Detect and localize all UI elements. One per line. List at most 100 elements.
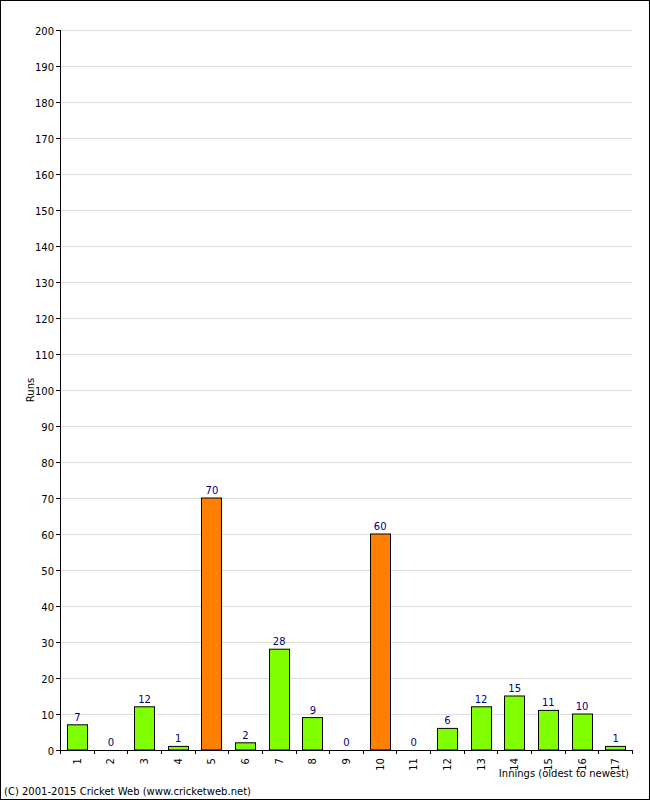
y-tick bbox=[56, 426, 60, 427]
grid-line bbox=[60, 174, 632, 175]
y-tick-label: 150 bbox=[35, 206, 54, 217]
data-label: 1 bbox=[612, 733, 618, 744]
x-tick bbox=[632, 750, 633, 754]
x-tick bbox=[430, 750, 431, 754]
y-tick bbox=[56, 246, 60, 247]
y-tick bbox=[56, 318, 60, 319]
x-tick-label: 1 bbox=[72, 758, 83, 764]
grid-line bbox=[60, 390, 632, 391]
y-tick-label: 140 bbox=[35, 242, 54, 253]
x-tick bbox=[228, 750, 229, 754]
bar bbox=[573, 714, 593, 750]
y-tick-label: 80 bbox=[41, 458, 54, 469]
y-tick-label: 50 bbox=[41, 566, 54, 577]
bar bbox=[169, 746, 189, 750]
bar bbox=[539, 710, 559, 750]
bar bbox=[505, 696, 525, 750]
bar bbox=[438, 728, 458, 750]
x-tick-label: 9 bbox=[341, 758, 352, 764]
bar bbox=[68, 725, 88, 750]
x-tick bbox=[598, 750, 599, 754]
grid-line bbox=[60, 606, 632, 607]
y-tick bbox=[56, 534, 60, 535]
x-tick-label: 3 bbox=[139, 758, 150, 764]
bar bbox=[236, 743, 256, 750]
y-axis bbox=[60, 30, 61, 750]
grid-line bbox=[60, 246, 632, 247]
x-tick bbox=[94, 750, 95, 754]
x-tick-label: 4 bbox=[173, 758, 184, 764]
bar bbox=[606, 746, 626, 750]
grid-line bbox=[60, 750, 632, 751]
bar bbox=[202, 498, 222, 750]
x-tick-label: 13 bbox=[476, 758, 487, 771]
data-label: 1 bbox=[175, 733, 181, 744]
y-tick bbox=[56, 210, 60, 211]
grid-line bbox=[60, 318, 632, 319]
bar bbox=[135, 707, 155, 750]
y-tick-label: 70 bbox=[41, 494, 54, 505]
grid-line bbox=[60, 570, 632, 571]
x-tick bbox=[363, 750, 364, 754]
data-label: 0 bbox=[343, 737, 349, 748]
x-tick bbox=[396, 750, 397, 754]
bar bbox=[472, 707, 492, 750]
x-tick-label: 5 bbox=[206, 758, 217, 764]
copyright: (C) 2001-2015 Cricket Web (www.cricketwe… bbox=[4, 786, 251, 797]
data-label: 28 bbox=[273, 636, 286, 647]
data-label: 12 bbox=[475, 694, 488, 705]
x-tick bbox=[127, 750, 128, 754]
data-label: 60 bbox=[374, 521, 387, 532]
y-tick-label: 40 bbox=[41, 602, 54, 613]
x-tick-label: 6 bbox=[240, 758, 251, 764]
grid-line bbox=[60, 102, 632, 103]
bar bbox=[270, 649, 290, 750]
bars bbox=[68, 498, 626, 750]
y-tick-label: 60 bbox=[41, 530, 54, 541]
y-tick bbox=[56, 102, 60, 103]
y-tick-label: 100 bbox=[35, 386, 54, 397]
data-label: 15 bbox=[508, 683, 521, 694]
y-tick bbox=[56, 30, 60, 31]
grid-line bbox=[60, 354, 632, 355]
y-tick-label: 120 bbox=[35, 314, 54, 325]
y-tick bbox=[56, 750, 60, 751]
y-tick bbox=[56, 714, 60, 715]
y-tick-label: 200 bbox=[35, 26, 54, 37]
x-tick-label: 10 bbox=[375, 758, 386, 771]
grid-line bbox=[60, 282, 632, 283]
bar bbox=[371, 534, 391, 750]
x-tick-label: 7 bbox=[274, 758, 285, 764]
grid-line bbox=[60, 30, 632, 31]
y-tick bbox=[56, 462, 60, 463]
x-tick bbox=[464, 750, 465, 754]
grid-line bbox=[60, 462, 632, 463]
y-tick bbox=[56, 174, 60, 175]
x-tick bbox=[161, 750, 162, 754]
bar bbox=[303, 718, 323, 750]
y-tick-label: 160 bbox=[35, 170, 54, 181]
grid-line bbox=[60, 534, 632, 535]
bar bbox=[337, 750, 357, 751]
grid-line bbox=[60, 426, 632, 427]
bar bbox=[101, 750, 121, 751]
data-label: 70 bbox=[206, 485, 219, 496]
chart: 0102030405060708090100110120130140150160… bbox=[0, 0, 650, 800]
grid-line bbox=[60, 138, 632, 139]
x-tick-label: 8 bbox=[307, 758, 318, 764]
y-tick bbox=[56, 606, 60, 607]
y-tick bbox=[56, 138, 60, 139]
y-tick-label: 0 bbox=[48, 746, 54, 757]
grid-line bbox=[60, 642, 632, 643]
x-tick bbox=[329, 750, 330, 754]
data-label: 0 bbox=[411, 737, 417, 748]
x-tick bbox=[195, 750, 196, 754]
y-tick bbox=[56, 66, 60, 67]
x-tick-label: 2 bbox=[105, 758, 116, 764]
y-tick bbox=[56, 282, 60, 283]
y-tick-label: 30 bbox=[41, 638, 54, 649]
y-tick bbox=[56, 570, 60, 571]
y-tick bbox=[56, 642, 60, 643]
grid-line bbox=[60, 66, 632, 67]
y-tick-label: 90 bbox=[41, 422, 54, 433]
